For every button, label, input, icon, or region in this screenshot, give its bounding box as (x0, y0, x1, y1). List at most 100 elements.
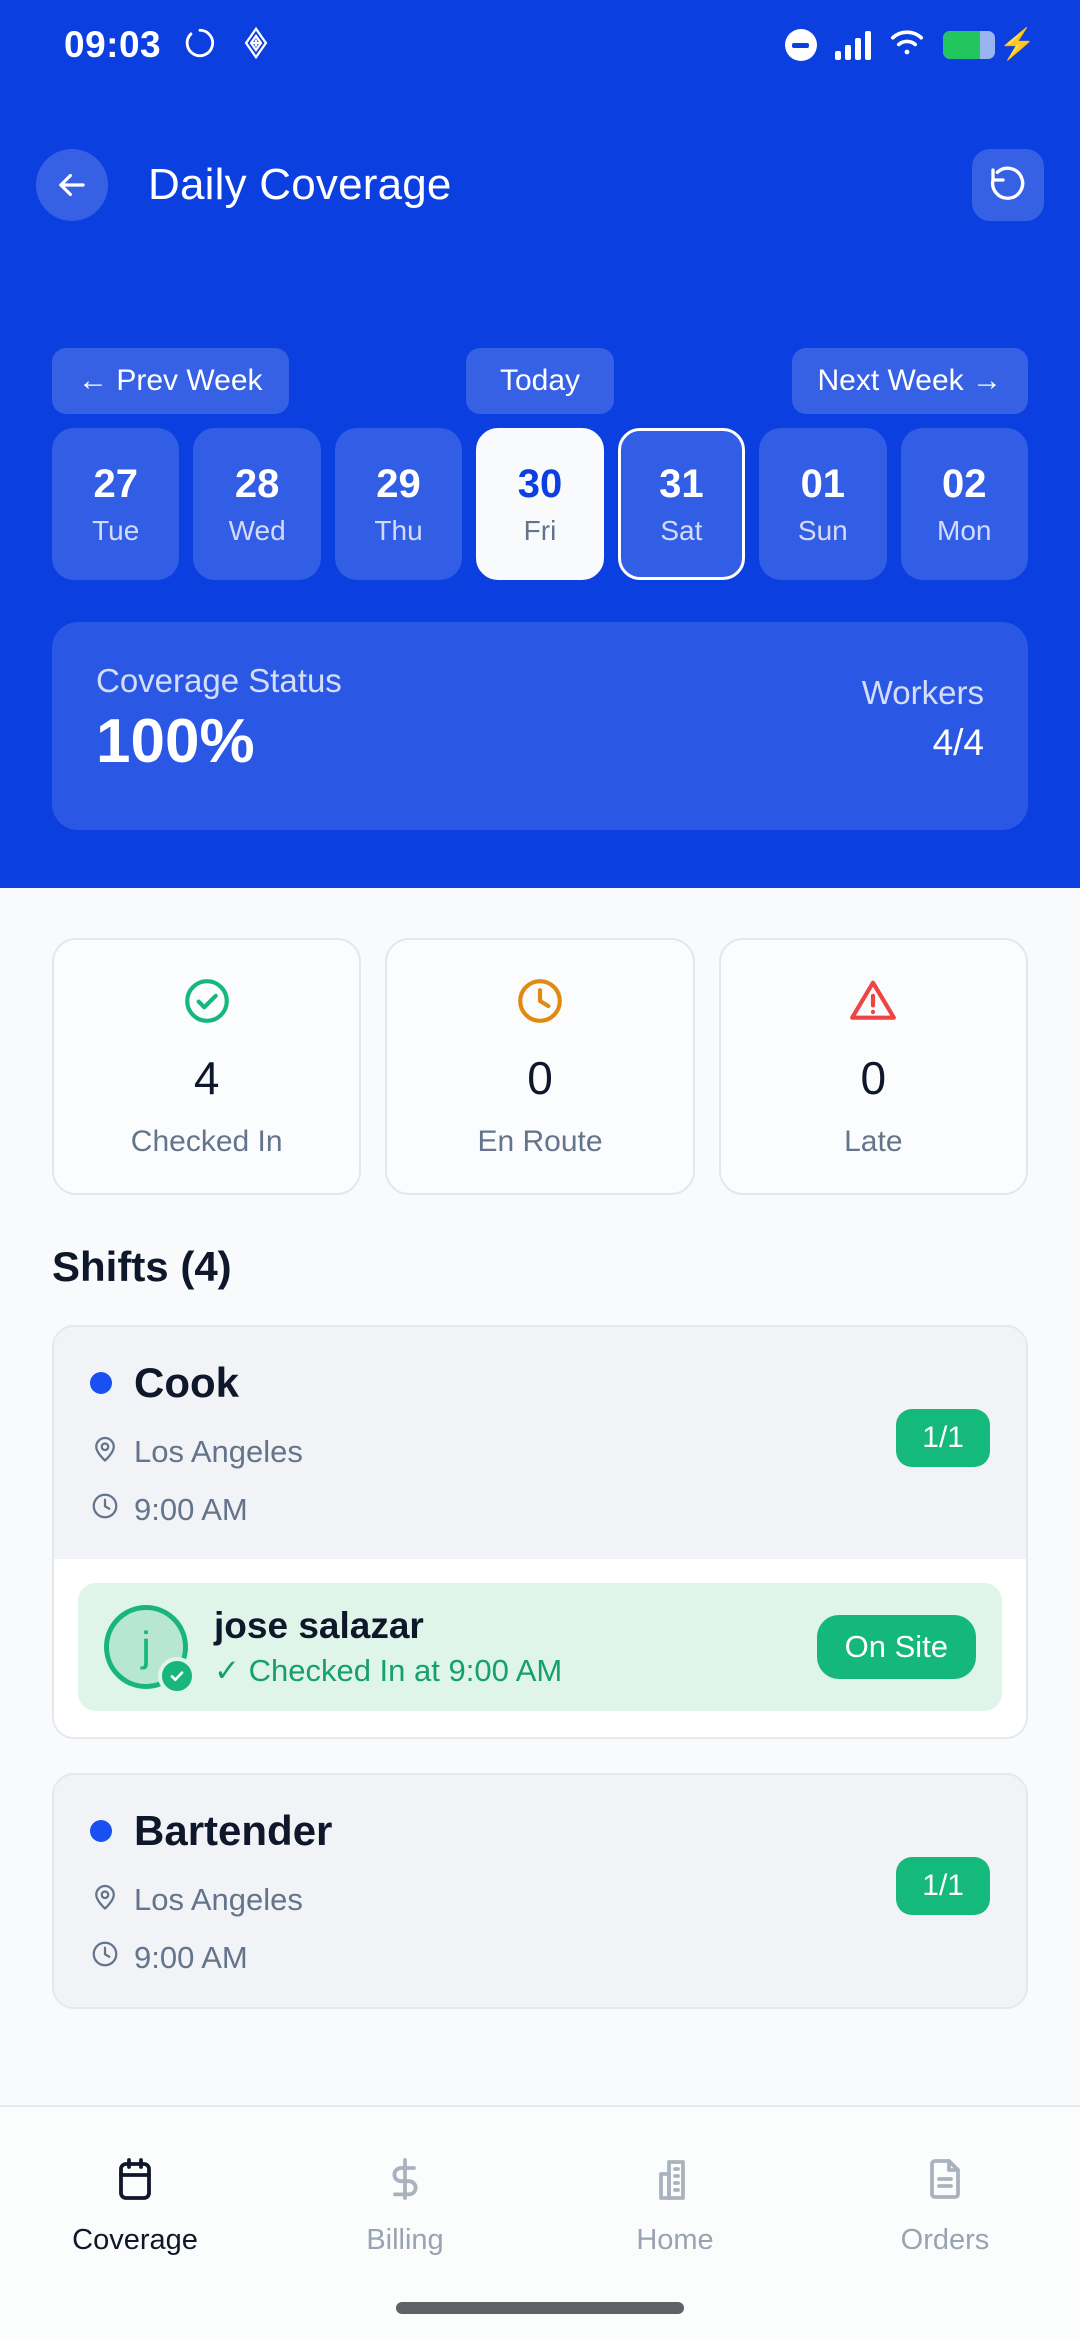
nav-label: Billing (366, 2223, 444, 2256)
worker-status-badge: On Site (816, 1615, 976, 1679)
shift-fill-ratio-badge: 1/1 (896, 1857, 990, 1915)
date-chip-0[interactable]: 27 Tue (52, 428, 180, 580)
calendar-icon (111, 2155, 159, 2208)
prev-week-button[interactable]: ← Prev Week (52, 348, 289, 414)
date-number: 28 (234, 461, 280, 506)
loading-spinner-icon (183, 26, 217, 65)
status-dot-icon (90, 1372, 112, 1394)
refresh-icon[interactable] (972, 149, 1044, 221)
bottom-nav-items: Coverage Billing (0, 2107, 1080, 2282)
clock-icon (515, 976, 565, 1031)
shift-role-name: Cook (134, 1359, 239, 1406)
do-not-disturb-icon (784, 29, 817, 61)
dollar-icon (381, 2155, 429, 2208)
shift-role-row: Cook (90, 1359, 990, 1407)
nav-label: Home (636, 2223, 714, 2256)
page-title: Daily Coverage (148, 160, 452, 209)
back-arrow-icon[interactable] (36, 149, 108, 221)
shift-location: Los Angeles (134, 1882, 303, 1917)
stat-card-checked-in[interactable]: 4 Checked In (52, 938, 362, 1195)
building-icon (651, 2155, 699, 2208)
app-bar: Daily Coverage (0, 130, 1080, 240)
clock-icon (90, 1491, 120, 1529)
date-weekday: Fri (523, 514, 557, 546)
today-button[interactable]: Today (465, 348, 615, 414)
status-bar-left: 09:03 (64, 24, 273, 66)
shift-role-row: Bartender (90, 1807, 990, 1855)
shift-header: Bartender Los Angeles (54, 1775, 1026, 2007)
date-chip-6[interactable]: 02 Mon (900, 428, 1028, 580)
location-pin-icon (90, 1433, 120, 1471)
shift-card-bartender[interactable]: Bartender Los Angeles (52, 1773, 1028, 2009)
date-weekday: Tue (92, 514, 140, 546)
shift-card-cook[interactable]: Cook Los Angeles 9 (52, 1325, 1028, 1739)
week-navigation: ← Prev Week Today Next Week → (0, 348, 1080, 414)
date-chip-5[interactable]: 01 Sun (759, 428, 887, 580)
status-dot-icon (90, 1820, 112, 1842)
charging-bolt-icon: ⚡ (998, 28, 1036, 61)
worker-name: jose salazar (214, 1605, 424, 1646)
blue-header: 09:03 (0, 0, 1080, 888)
worker-status: ✓ Checked In at 9:00 AM (214, 1653, 563, 1688)
content-area: 4 Checked In 0 En Route 0 (0, 888, 1080, 2340)
date-chip-3-selected[interactable]: 30 Fri (476, 428, 604, 580)
home-indicator[interactable] (396, 2302, 684, 2314)
next-week-button[interactable]: Next Week → (791, 348, 1028, 414)
workers-label: Workers (861, 674, 984, 711)
shift-role-name: Bartender (134, 1807, 333, 1854)
stat-card-en-route[interactable]: 0 En Route (385, 938, 695, 1195)
date-number: 31 (659, 461, 704, 506)
worker-row[interactable]: j jose salazar ✓ Checked In at 9:00 AM O… (78, 1583, 1002, 1711)
document-icon (921, 2155, 969, 2208)
avatar: j (104, 1605, 196, 1695)
nav-item-orders[interactable]: Orders (810, 2107, 1080, 2282)
date-number: 02 (941, 461, 987, 506)
shift-time: 9:00 AM (134, 1492, 248, 1527)
shift-time-row: 9:00 AM (90, 1491, 990, 1529)
check-circle-icon (182, 976, 232, 1031)
coverage-status-label: Coverage Status (96, 662, 342, 699)
worker-info: jose salazar ✓ Checked In at 9:00 AM (214, 1605, 791, 1689)
check-badge-icon (158, 1657, 196, 1695)
clock-icon (90, 1939, 120, 1977)
date-number: 01 (800, 461, 846, 506)
date-chip-2[interactable]: 29 Thu (334, 428, 463, 580)
date-chip-1[interactable]: 28 Wed (193, 428, 321, 580)
coverage-status-card: Coverage Status 100% Workers 4/4 (52, 622, 1028, 830)
stat-number: 0 (527, 1052, 553, 1104)
date-weekday: Sat (660, 514, 703, 546)
stats-row: 4 Checked In 0 En Route 0 (0, 888, 1080, 1195)
wifi-icon (889, 29, 925, 62)
date-weekday: Mon (937, 514, 992, 546)
battery-charging-icon (942, 31, 995, 59)
date-number: 29 (376, 461, 421, 506)
shift-time-row: 9:00 AM (90, 1939, 990, 1977)
stat-label: Late (844, 1125, 903, 1158)
date-number: 30 (517, 461, 563, 506)
shift-header: Cook Los Angeles 9 (54, 1327, 1026, 1559)
stat-number: 4 (193, 1052, 220, 1104)
shift-time: 9:00 AM (134, 1940, 248, 1975)
stat-label: En Route (477, 1125, 603, 1158)
nav-label: Coverage (72, 2223, 198, 2256)
diamond-icon (239, 26, 273, 65)
stat-label: Checked In (130, 1125, 283, 1158)
coverage-right: Workers 4/4 (862, 662, 984, 764)
shift-fill-ratio-badge: 1/1 (896, 1409, 990, 1467)
status-bar: 09:03 (0, 0, 1080, 90)
coverage-status-value: 100% (96, 707, 255, 776)
status-time: 09:03 (64, 24, 162, 65)
shift-location-row: Los Angeles (90, 1433, 990, 1471)
alert-triangle-icon (848, 976, 898, 1031)
stat-card-late[interactable]: 0 Late (718, 938, 1028, 1195)
nav-item-billing[interactable]: Billing (270, 2107, 540, 2282)
location-pin-icon (90, 1881, 120, 1919)
shift-location: Los Angeles (134, 1434, 303, 1469)
stat-number: 0 (860, 1052, 887, 1104)
nav-item-coverage[interactable]: Coverage (0, 2107, 270, 2282)
nav-item-home[interactable]: Home (540, 2107, 810, 2282)
workers-value: 4/4 (932, 722, 984, 763)
date-strip: 27 Tue 28 Wed 29 Thu 30 Fri 31 Sat 01 Su… (52, 428, 1028, 580)
date-chip-4-today[interactable]: 31 Sat (617, 428, 746, 580)
